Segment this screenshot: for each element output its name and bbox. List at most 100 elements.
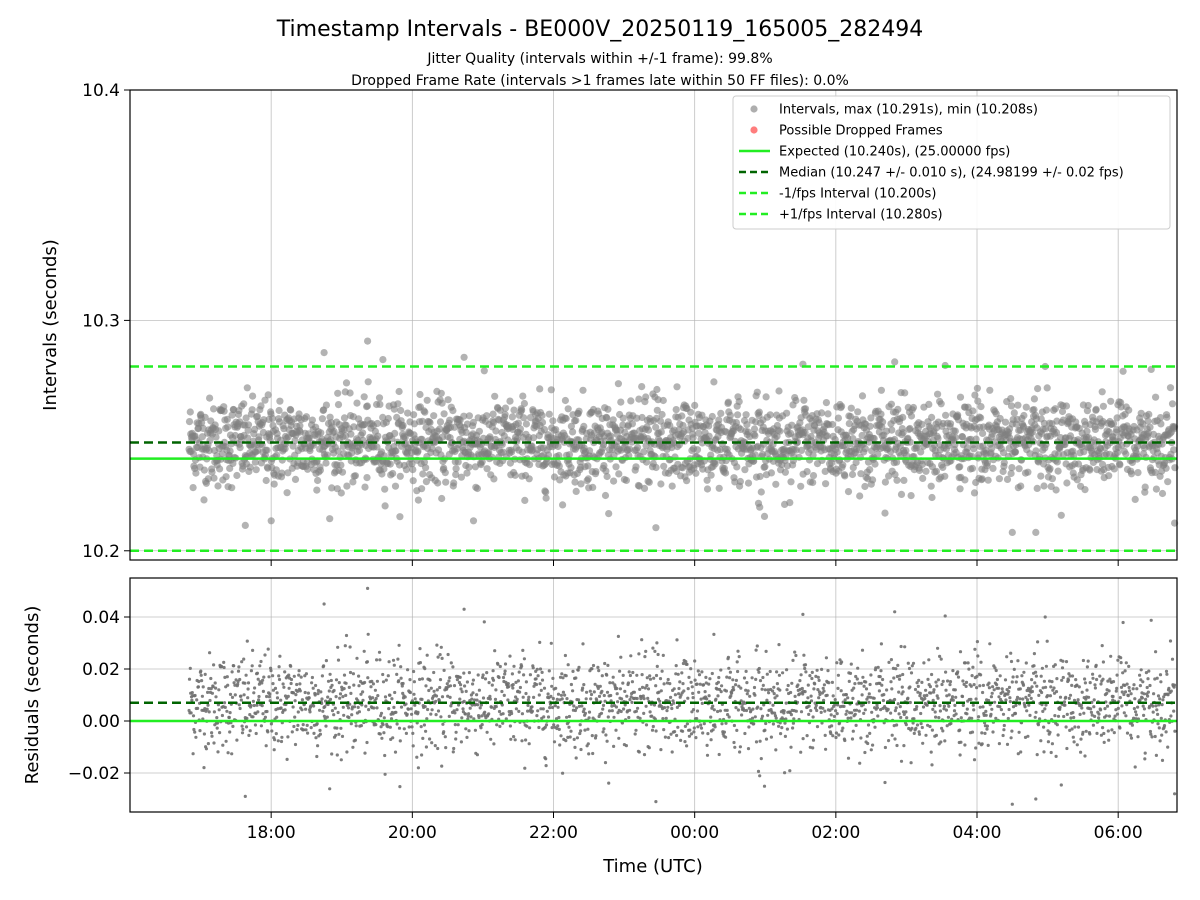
interval-point	[216, 465, 224, 473]
interval-point	[422, 464, 430, 472]
residual-point	[840, 660, 844, 664]
residual-point	[489, 737, 493, 741]
residual-point	[248, 729, 252, 733]
residual-point	[893, 697, 897, 702]
residual-point	[442, 668, 446, 673]
residual-point	[703, 690, 707, 694]
residual-point	[980, 742, 984, 746]
residual-point	[1164, 730, 1168, 734]
residual-point	[816, 675, 820, 679]
residual-point	[200, 679, 204, 683]
residual-point	[717, 752, 721, 757]
residual-point	[789, 745, 793, 749]
interval-point	[244, 426, 252, 434]
interval-point	[506, 397, 514, 405]
residual-point	[388, 693, 392, 697]
residual-point	[692, 730, 696, 734]
residual-point	[334, 733, 338, 737]
residual-point	[949, 721, 953, 726]
residual-point	[1151, 704, 1155, 708]
residual-point	[612, 744, 616, 749]
residual-point	[1006, 716, 1010, 721]
interval-point	[1007, 395, 1015, 403]
residual-point	[695, 682, 699, 686]
interval-point	[1164, 478, 1172, 486]
residual-point	[881, 677, 885, 682]
residual-point	[305, 723, 309, 728]
interval-point	[821, 467, 829, 475]
interval-point	[267, 517, 275, 525]
interval-point	[260, 416, 268, 424]
interval-point	[928, 463, 937, 471]
residual-point	[821, 706, 825, 710]
residual-point	[1022, 670, 1026, 674]
interval-point	[471, 463, 479, 471]
interval-point	[224, 423, 232, 431]
residual-point	[443, 735, 447, 739]
residual-point	[292, 724, 296, 729]
residual-point	[842, 704, 846, 709]
interval-point	[760, 512, 769, 521]
dropped-frame-subtitle: Dropped Frame Rate (intervals >1 frames …	[351, 73, 849, 89]
residual-point	[841, 726, 845, 730]
interval-point	[1014, 401, 1022, 409]
residual-point	[642, 753, 647, 757]
residual-point	[870, 710, 874, 714]
interval-point	[465, 412, 473, 420]
interval-point	[1003, 475, 1012, 483]
interval-point	[879, 418, 887, 426]
residual-point	[255, 703, 259, 707]
interval-point	[215, 427, 223, 435]
residual-point	[534, 677, 538, 681]
residual-point	[334, 678, 339, 682]
residual-point	[397, 679, 401, 683]
residual-point	[412, 680, 416, 684]
residual-point	[719, 668, 723, 672]
residual-point	[937, 716, 941, 720]
residual-point	[454, 737, 458, 741]
residual-point	[480, 723, 484, 727]
residual-point	[745, 692, 749, 696]
residual-point	[708, 677, 712, 681]
interval-point	[964, 403, 972, 411]
residual-point	[600, 689, 604, 693]
residual-point	[750, 676, 754, 680]
residual-point	[734, 678, 739, 683]
residual-point	[897, 690, 901, 694]
residual-point	[1102, 731, 1106, 736]
interval-point	[824, 410, 832, 418]
residual-point	[1013, 711, 1018, 716]
residual-point	[367, 708, 371, 712]
intervals-y-tick-label: 10.2	[82, 542, 120, 562]
residual-point	[436, 709, 441, 713]
residual-point	[819, 710, 823, 715]
residual-point	[672, 687, 676, 691]
residual-point	[554, 686, 558, 690]
residual-point	[664, 716, 668, 721]
residual-point	[591, 751, 595, 756]
residual-point	[1042, 750, 1046, 754]
interval-point	[270, 480, 278, 488]
interval-point	[200, 496, 208, 504]
interval-point	[317, 429, 325, 437]
residual-point	[1039, 674, 1043, 678]
residual-point	[924, 688, 928, 692]
residual-point	[975, 640, 980, 644]
residual-point	[975, 674, 979, 679]
interval-point	[388, 435, 396, 443]
residual-point	[1063, 703, 1067, 707]
residual-point	[893, 610, 897, 614]
interval-point	[249, 392, 257, 400]
residual-point	[206, 690, 210, 695]
residual-point	[851, 696, 855, 701]
interval-point	[1073, 476, 1081, 484]
residual-point	[1092, 705, 1096, 709]
residual-point	[905, 716, 909, 720]
residual-point	[966, 661, 970, 665]
residual-point	[550, 705, 555, 710]
residual-point	[973, 647, 977, 651]
interval-point	[999, 449, 1008, 457]
interval-point	[945, 442, 953, 450]
residual-point	[391, 736, 395, 740]
residual-point	[349, 722, 353, 726]
